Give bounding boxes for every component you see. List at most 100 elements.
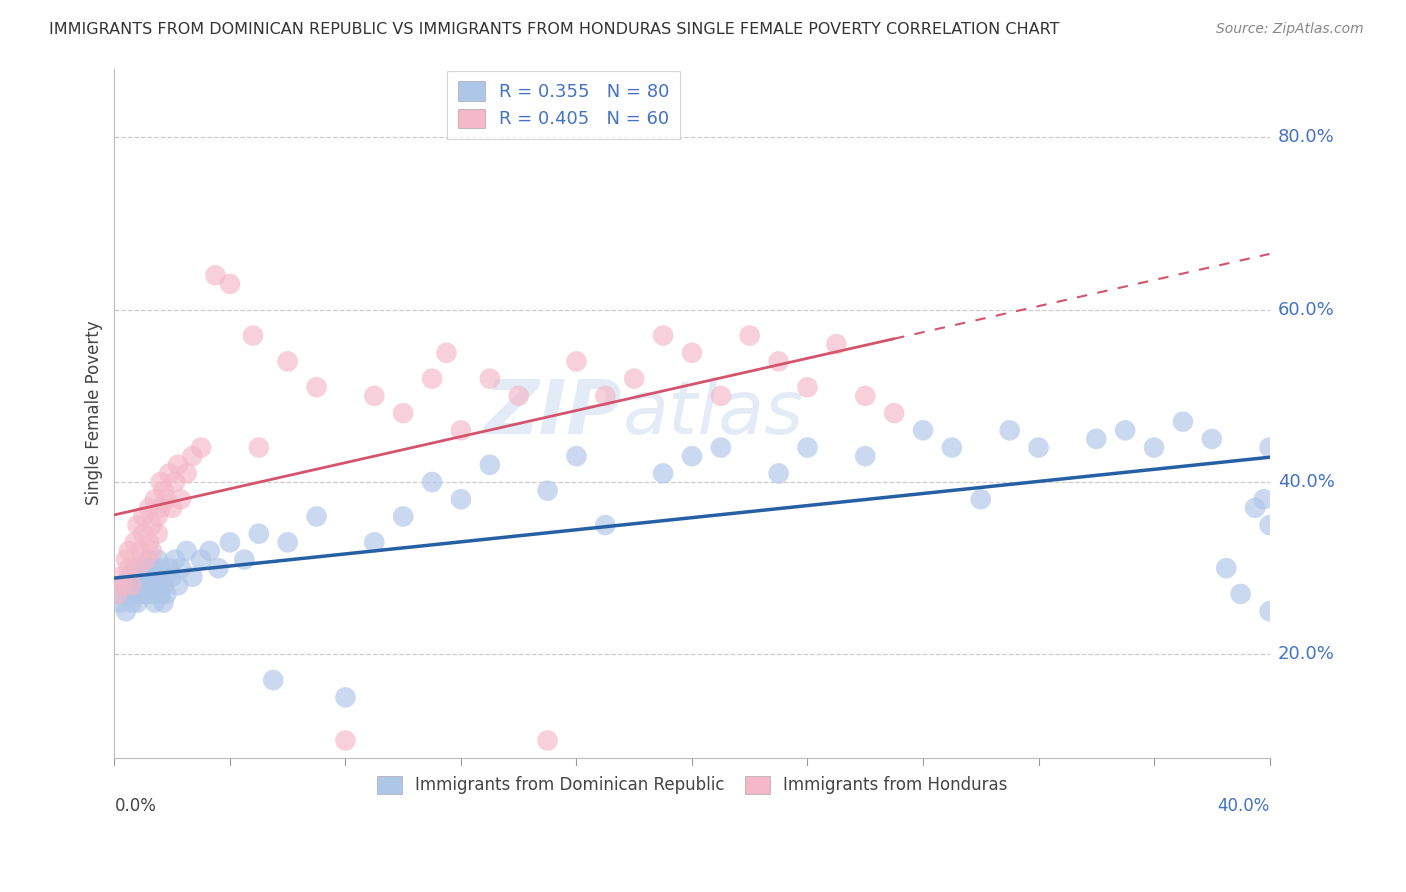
Point [853,449,876,463]
Point [149,475,172,489]
Point [165,552,187,566]
Point [478,458,501,472]
Point [652,467,675,481]
Point [941,441,963,455]
Point [160,500,183,515]
Point [115,552,138,566]
Point [436,346,458,360]
Point [135,570,157,584]
Point [853,389,876,403]
Point [262,673,284,687]
Point [124,535,146,549]
Text: 0.0%: 0.0% [114,797,156,814]
Text: 40.0%: 40.0% [1278,473,1334,491]
Point [138,500,160,515]
Point [1258,441,1281,455]
Point [233,552,256,566]
Point [146,509,169,524]
Point [124,561,146,575]
Point [146,526,169,541]
Point [652,328,675,343]
Text: atlas: atlas [623,377,804,449]
Point [149,500,172,515]
Point [363,389,385,403]
Point [1258,604,1281,618]
Point [1258,518,1281,533]
Text: 20.0%: 20.0% [1278,645,1334,664]
Point [170,561,193,575]
Point [219,277,242,291]
Point [152,578,174,592]
Point [112,578,135,592]
Point [127,596,149,610]
Point [738,328,761,343]
Point [121,596,143,610]
Point [146,552,169,566]
Point [157,467,180,481]
Text: ZIP: ZIP [485,376,623,450]
Point [796,441,818,455]
Point [219,535,242,549]
Point [127,578,149,592]
Point [152,483,174,498]
Point [127,561,149,575]
Point [796,380,818,394]
Point [143,570,166,584]
Point [247,441,270,455]
Point [165,475,187,489]
Point [450,423,472,437]
Point [141,561,163,575]
Point [536,483,558,498]
Point [105,587,128,601]
Point [478,371,501,385]
Point [129,587,152,601]
Point [155,587,177,601]
Text: 60.0%: 60.0% [1278,301,1334,318]
Point [1201,432,1223,446]
Point [176,544,198,558]
Point [181,570,204,584]
Point [305,509,328,524]
Point [710,441,733,455]
Point [132,526,155,541]
Point [623,371,645,385]
Point [155,492,177,507]
Point [108,596,131,610]
Point [157,561,180,575]
Point [1171,415,1194,429]
Point [768,354,790,368]
Point [149,587,172,601]
Point [143,492,166,507]
Point [207,561,229,575]
Point [190,552,212,566]
Point [508,389,530,403]
Point [1215,561,1237,575]
Point [138,535,160,549]
Point [129,570,152,584]
Point [536,733,558,747]
Point [181,449,204,463]
Point [1244,500,1267,515]
Point [190,441,212,455]
Text: 40.0%: 40.0% [1218,797,1270,814]
Legend: Immigrants from Dominican Republic, Immigrants from Honduras: Immigrants from Dominican Republic, Immi… [370,769,1014,801]
Point [198,544,221,558]
Point [420,371,443,385]
Text: 80.0%: 80.0% [1278,128,1334,146]
Point [132,561,155,575]
Point [681,449,703,463]
Point [335,733,357,747]
Point [277,354,299,368]
Point [277,535,299,549]
Y-axis label: Single Female Poverty: Single Female Poverty [86,321,103,506]
Point [112,578,135,592]
Point [204,268,226,283]
Point [121,578,143,592]
Point [160,570,183,584]
Point [146,578,169,592]
Point [911,423,934,437]
Point [392,406,415,420]
Point [118,587,141,601]
Point [135,587,157,601]
Point [108,570,131,584]
